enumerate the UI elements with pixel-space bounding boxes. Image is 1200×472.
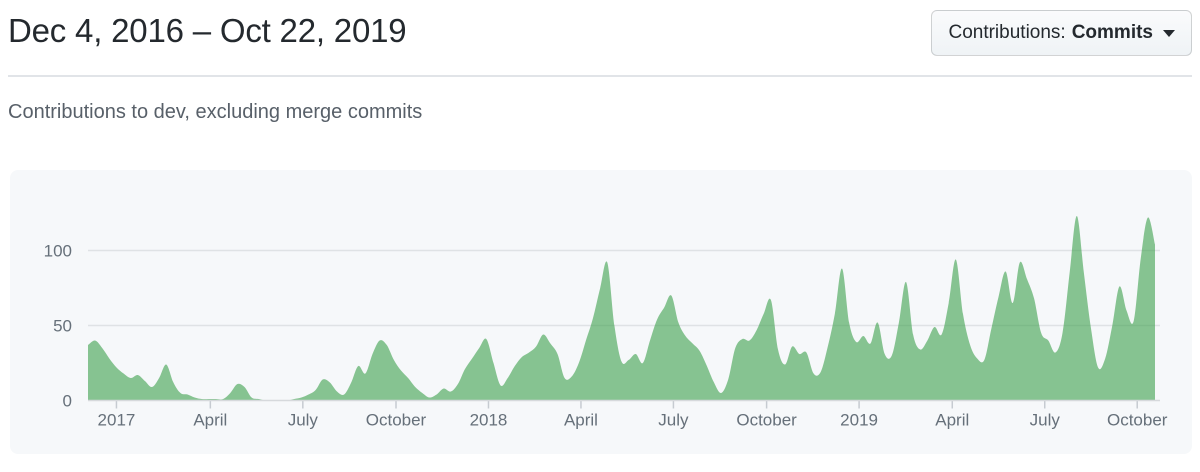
x-axis-label: July — [658, 411, 689, 430]
y-axis-label: 100 — [44, 242, 72, 261]
x-axis-label: July — [1030, 411, 1061, 430]
contributions-filter-button[interactable]: Contributions: Commits — [931, 10, 1192, 56]
commits-area-series — [88, 216, 1155, 401]
contributions-area-chart[interactable]: 0 50 100 2017 April July October 2018 April July O… — [10, 170, 1192, 454]
x-axis-label: 2018 — [470, 411, 508, 430]
x-axis-label: April — [935, 411, 969, 430]
filter-button-label: Contributions: — [948, 22, 1066, 43]
x-axis-label: July — [288, 411, 319, 430]
chevron-down-icon — [1163, 29, 1175, 37]
contributions-chart-card: 0 50 100 2017 April July October 2018 April July O… — [10, 170, 1192, 454]
y-axis-label: 0 — [63, 392, 72, 411]
x-axis-label: April — [193, 411, 227, 430]
header-divider — [8, 75, 1192, 77]
x-axis-label: 2019 — [840, 411, 878, 430]
filter-button-value: Commits — [1071, 22, 1153, 43]
page-title: Dec 4, 2016 – Oct 22, 2019 — [8, 12, 407, 49]
x-axis-label: October — [366, 411, 427, 430]
x-axis-label: October — [736, 411, 797, 430]
x-axis-label: April — [564, 411, 598, 430]
y-axis-label: 50 — [53, 317, 72, 336]
x-axis-label: 2017 — [98, 411, 136, 430]
x-axis-label: October — [1107, 411, 1168, 430]
chart-subtitle: Contributions to dev, excluding merge co… — [8, 101, 423, 123]
